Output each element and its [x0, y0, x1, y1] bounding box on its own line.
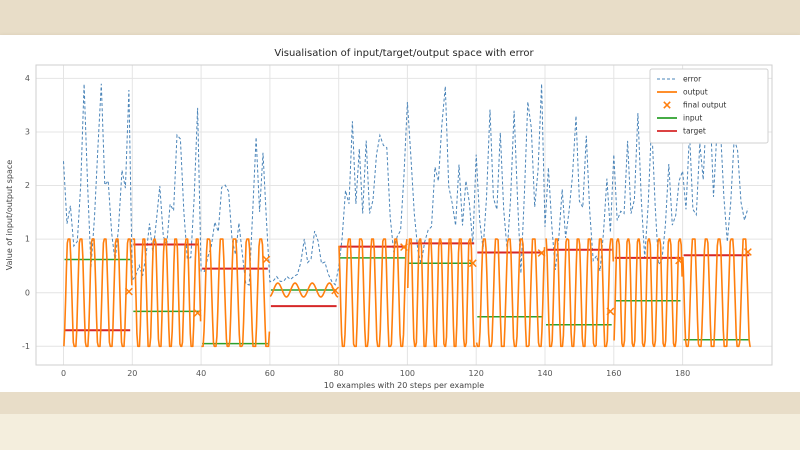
legend-item-label: final output	[683, 101, 726, 110]
y-tick-label: 2	[25, 181, 30, 190]
final-output-marker	[262, 255, 271, 264]
legend: error output final output input target	[649, 68, 769, 144]
output-series	[475, 238, 546, 348]
x-tick-label: 140	[537, 369, 552, 378]
y-tick-label: 0	[25, 288, 30, 297]
legend-item-label: error	[683, 75, 702, 84]
x-tick-label: 20	[127, 369, 137, 378]
y-tick-label: 4	[25, 74, 30, 83]
output-series	[613, 238, 683, 348]
bottom-letterbox	[0, 392, 800, 414]
x-tick-label: 0	[61, 369, 66, 378]
x-tick-label: 40	[196, 369, 206, 378]
x-tick-label: 160	[606, 369, 621, 378]
y-tick-label: 1	[25, 235, 30, 244]
output-series	[407, 238, 476, 348]
final-output-marker	[743, 248, 752, 256]
legend-item-label: target	[683, 127, 706, 136]
chart-panel: Visualisation of input/target/output spa…	[0, 35, 800, 392]
output-series	[132, 238, 202, 348]
output-series	[201, 238, 271, 348]
final-output-marker	[400, 243, 408, 252]
final-output-marker	[468, 259, 477, 268]
top-letterbox	[0, 0, 800, 35]
final-output-marker	[675, 256, 684, 265]
bottom-strip	[0, 414, 800, 450]
final-output-marker	[606, 307, 615, 316]
x-tick-label: 80	[334, 369, 344, 378]
final-output-marker	[331, 286, 340, 295]
chart: Visualisation of input/target/output spa…	[5, 48, 773, 390]
final-output-marker	[124, 287, 133, 296]
legend-item-label: output	[683, 88, 708, 97]
x-tick-label: 120	[469, 369, 484, 378]
output-series	[682, 238, 751, 348]
x-tick-label: 60	[265, 369, 275, 378]
y-axis-label: Value of input/output space	[5, 160, 14, 271]
legend-item-label: input	[683, 114, 702, 123]
x-tick-label: 180	[675, 369, 690, 378]
x-tick-label: 100	[400, 369, 415, 378]
y-tick-label: -1	[22, 342, 30, 351]
error-series	[63, 83, 749, 286]
output-series	[269, 282, 339, 298]
chart-title: Visualisation of input/target/output spa…	[274, 48, 534, 59]
x-axis-label: 10 examples with 20 steps per example	[324, 381, 484, 390]
y-tick-label: 3	[25, 128, 30, 137]
output-series	[63, 238, 133, 348]
final-output-marker	[537, 249, 546, 257]
output-series	[338, 238, 408, 348]
output-series	[545, 238, 615, 348]
final-output-marker	[193, 309, 202, 317]
